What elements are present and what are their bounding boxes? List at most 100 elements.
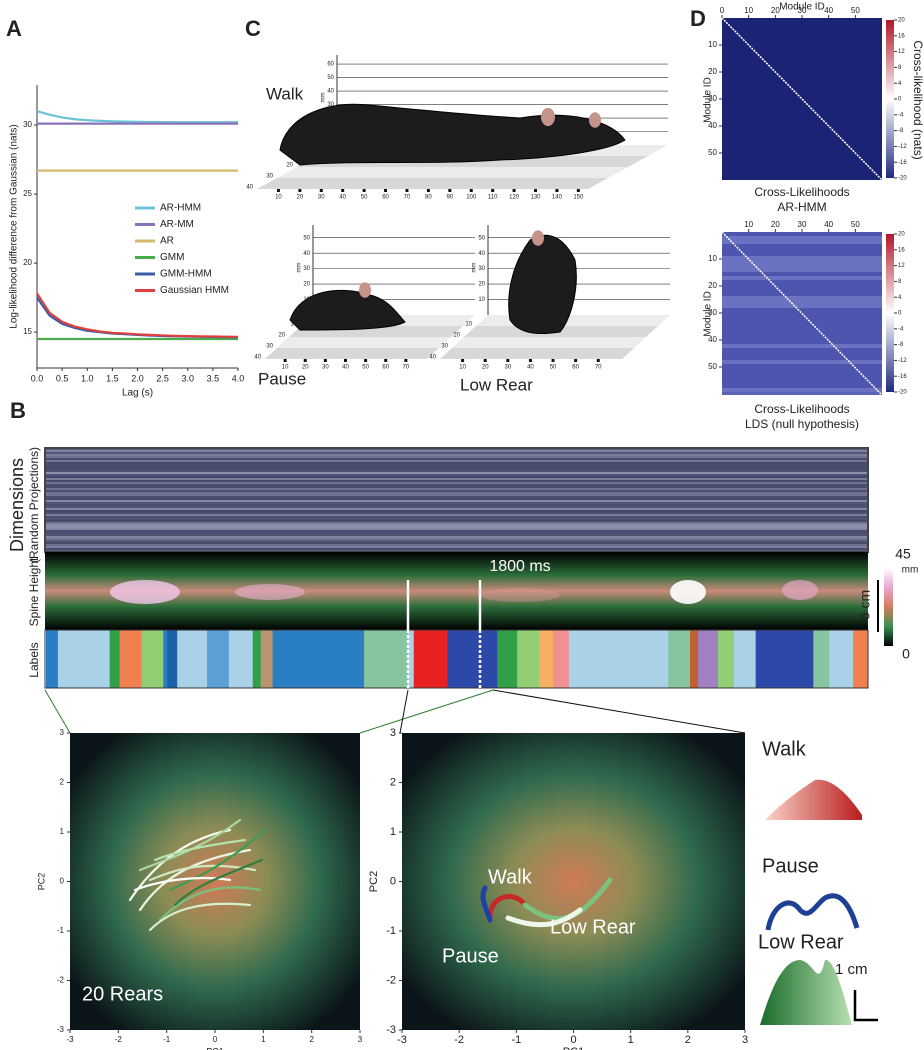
length-tick-label: 80 <box>425 195 432 201</box>
length-tick <box>528 359 532 362</box>
spine-highlights <box>110 580 818 604</box>
labels-label: Labels <box>27 642 41 677</box>
texture-row <box>46 512 867 514</box>
label-segment <box>733 630 757 688</box>
length-tick <box>341 189 345 192</box>
floor-band <box>277 167 628 178</box>
x-tick-label: 40 <box>824 6 833 15</box>
texture-row <box>46 508 867 510</box>
window-markers <box>406 580 482 690</box>
legend-label: AR-HMM <box>160 203 201 214</box>
texture-row <box>722 300 882 304</box>
y-tick-label: -2 <box>386 974 396 986</box>
colorbar-tick-label: 16 <box>898 247 905 253</box>
colorbar-tick-label: -20 <box>898 176 907 182</box>
texture-row <box>46 510 867 512</box>
zoom-lines <box>44 689 746 734</box>
profile-label: Low Rear <box>758 931 844 953</box>
length-tick-label: 10 <box>282 365 289 371</box>
texture-row <box>46 534 867 536</box>
texture-row <box>722 388 882 392</box>
texture-row <box>722 232 882 236</box>
x-tick-label: 2 <box>309 1035 314 1044</box>
legend-label: Gaussian HMM <box>160 285 229 296</box>
unit-label: mm <box>297 263 303 273</box>
x-tick-label: -2 <box>115 1035 123 1044</box>
length-tick-label: 20 <box>297 195 304 201</box>
length-tick-label: 120 <box>509 195 520 201</box>
length-tick-label: 50 <box>362 365 369 371</box>
length-tick <box>364 359 368 362</box>
length-tick-label: 20 <box>482 365 489 371</box>
x-tick-label: 40 <box>824 220 833 229</box>
x-tick-label: 10 <box>744 220 753 229</box>
texture-row <box>46 518 867 520</box>
spine-height-heatmap <box>45 552 868 630</box>
y-tick-label: 2 <box>390 776 396 788</box>
label-segment <box>497 630 518 688</box>
texture-row <box>46 500 867 502</box>
y-tick-label: 30 <box>708 308 717 317</box>
caption: Cross-Likelihoods <box>754 402 849 416</box>
heatmap-texture <box>722 232 882 392</box>
texture-row <box>722 360 882 364</box>
legend-label: GMM-HMM <box>160 269 212 280</box>
floor-band <box>476 315 670 326</box>
texture-row <box>46 530 867 532</box>
label-segment <box>538 630 554 688</box>
texture-row <box>46 548 867 550</box>
label-segment <box>853 630 868 688</box>
texture-row <box>46 486 867 488</box>
colorbar-tick-label: -8 <box>898 342 904 348</box>
texture-row <box>722 348 882 352</box>
depth-tick-label: 40 <box>429 355 436 361</box>
colorbar-unit: mm <box>902 565 919 576</box>
mouse-body <box>508 234 577 334</box>
length-tick <box>323 359 327 362</box>
x-tick-label: 3.5 <box>207 373 220 383</box>
height-tick-label: 10 <box>327 129 334 135</box>
y-tick-label: 1 <box>60 827 65 836</box>
texture-row <box>46 490 867 492</box>
annotation: Low Rear <box>550 916 636 938</box>
texture-row <box>722 332 882 336</box>
y-tick-label: -1 <box>386 925 396 937</box>
height-tick-label: 60 <box>327 62 334 68</box>
heatmap-diagonal <box>721 231 883 396</box>
mouse-ear <box>589 112 601 128</box>
height-tick-label: 10 <box>303 297 310 303</box>
length-tick <box>596 359 600 362</box>
texture-row <box>46 484 867 486</box>
profile-label: Walk <box>762 738 807 760</box>
length-tick <box>576 189 580 192</box>
label-segment <box>163 630 168 688</box>
y-tick-label: 50 <box>708 148 717 157</box>
x-tick-label: 50 <box>851 220 860 229</box>
texture-row <box>46 498 867 500</box>
label-segment <box>207 630 230 688</box>
x-tick-label: 1.5 <box>106 373 119 383</box>
label-segment <box>167 630 178 688</box>
label-segment <box>517 630 540 688</box>
colorbar-max: 45 <box>895 546 911 562</box>
x-tick-label: 20 <box>771 6 780 15</box>
texture-row <box>46 524 867 526</box>
axis-title: Module ID <box>703 77 714 123</box>
scale-label: 1 cm <box>835 961 868 978</box>
texture-row <box>722 252 882 256</box>
caption: LDS (null hypothesis) <box>745 417 859 431</box>
height-tick-label: 20 <box>327 116 334 122</box>
floor-band <box>452 337 646 348</box>
x-tick-label: 20 <box>771 220 780 229</box>
x-axis-label: PC1 <box>206 1046 224 1050</box>
label-segment <box>813 630 830 688</box>
y-tick-label: 30 <box>23 120 32 129</box>
colorbar-tick-label: 8 <box>898 279 902 285</box>
texture-row <box>46 542 867 544</box>
label-segment <box>252 630 262 688</box>
texture-row <box>46 538 867 540</box>
y-tick-label: 20 <box>23 258 32 267</box>
spine-colorbar <box>884 568 893 646</box>
pc-density-left <box>70 733 360 1030</box>
caption: AR-HMM <box>777 200 826 214</box>
